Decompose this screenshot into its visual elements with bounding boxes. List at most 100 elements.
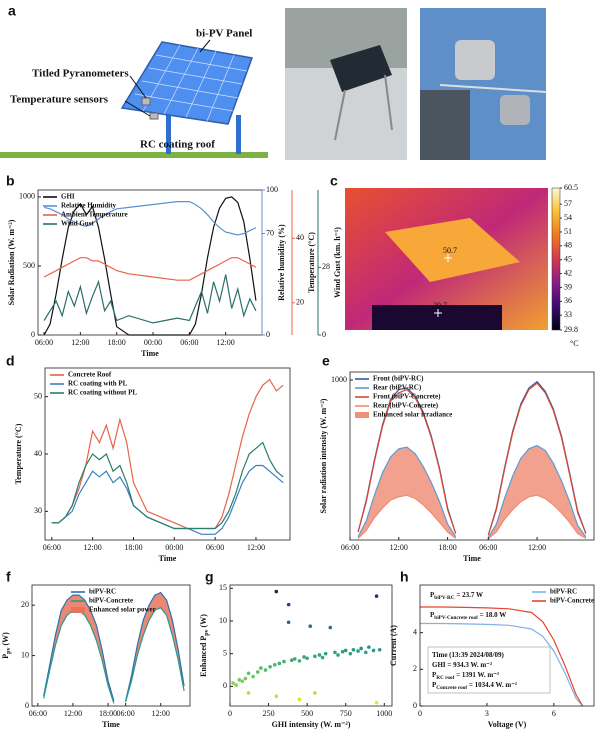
colorbar-tick-label: 60.5: [564, 183, 578, 192]
photo-rail: [439, 84, 547, 93]
annotation: PConcrete roof = 1034.4 W. m⁻²: [432, 681, 517, 692]
pv-panel: [120, 41, 254, 125]
legend-swatch: [71, 607, 85, 613]
legend-label: GHI: [61, 193, 75, 201]
annotation-symbol: P: [430, 591, 435, 599]
x-tick-label: 0: [228, 709, 232, 718]
post: [236, 115, 241, 154]
scatter-point: [313, 654, 317, 659]
y-tick-label: 0: [413, 701, 417, 710]
scatter-point: [371, 648, 376, 653]
scatter-point: [277, 661, 282, 666]
x-tick-label: 3: [485, 709, 489, 718]
legend-swatch: [355, 412, 369, 418]
x-tick-label: 06:00: [43, 543, 61, 552]
fill-area: [43, 595, 114, 704]
annotation: PbiPV-RC = 23.7 W: [430, 591, 483, 602]
line-series: [43, 257, 257, 281]
annotation: GHI = 934.3 W. m⁻²: [432, 661, 492, 669]
x-axis-label: GHI intensity (W. m⁻²): [272, 720, 351, 729]
scatter-point: [343, 648, 348, 653]
y-axis-label-sub: pv: [6, 648, 12, 654]
y3-axis-label: Temperature (°C): [307, 232, 316, 293]
scatter-point: [243, 676, 248, 681]
fill-area: [358, 447, 456, 539]
photo-sensor: [455, 40, 495, 80]
y2-tick-label: 70: [266, 228, 274, 237]
panel-label: b: [6, 173, 15, 189]
scatter-point: [374, 594, 379, 598]
annotation-rest: = 18.0 W: [478, 611, 506, 619]
scatter-point: [359, 646, 363, 651]
x-axis-label: Voltage (V): [488, 720, 527, 729]
y-tick-label: 10: [219, 616, 227, 625]
plot-frame: [229, 584, 393, 707]
scatter-point: [286, 620, 291, 625]
y2-tick-label: 100: [266, 185, 278, 194]
marker-label: 50.7: [443, 246, 457, 255]
y4-axis-label: Wind Gust (km. h⁻¹): [333, 227, 342, 298]
annotation: PbiPV-Concrete roof = 18.0 W: [430, 611, 506, 622]
legend-label: Rear (biPV-RC): [373, 384, 422, 392]
legend-label: Ambient Temperature: [61, 211, 128, 219]
x-axis-label: Time: [141, 349, 159, 358]
scatter-point: [320, 655, 325, 660]
scatter-point: [374, 700, 379, 705]
panel-label: f: [6, 569, 11, 585]
colorbar-tick-label: 39: [564, 282, 572, 291]
line-series: [43, 591, 185, 702]
x-tick-label: 06:00: [341, 543, 359, 552]
x-tick-label: 06:00: [479, 543, 497, 552]
scatter-point: [323, 651, 328, 656]
x-tick-label: 18:00: [108, 338, 126, 347]
x-tick-label: 750: [340, 709, 352, 718]
scatter-point: [297, 697, 302, 702]
y-tick-label: 40: [34, 449, 42, 458]
fill-area: [488, 445, 586, 539]
pointer: [199, 39, 211, 53]
scatter-point: [263, 668, 268, 672]
annotation-text: GHI = 934.3 W. m⁻²: [432, 661, 492, 669]
x-tick-label: 00:00: [144, 338, 162, 347]
label: bi-PV Panel: [196, 28, 252, 40]
pyranometer: [149, 112, 159, 120]
y-tick-label: 50: [34, 391, 42, 400]
y-axis-label-symbol: P: [1, 654, 10, 659]
colorbar-tick-label: 57: [564, 199, 572, 208]
panel-label: c: [330, 173, 338, 189]
panel-label: g: [205, 569, 214, 585]
x-axis-label: Time: [102, 720, 120, 729]
scatter-point: [297, 659, 302, 663]
x-tick-label: 18:00: [438, 543, 456, 552]
scatter-point: [377, 647, 382, 652]
panel-label: e: [322, 353, 330, 369]
legend-label: Concrete Roof: [68, 371, 112, 379]
x-tick-label: 18:00: [99, 709, 117, 718]
x-tick-label: 06:00: [206, 543, 224, 552]
y-axis-label-symbol: Enhanced P: [199, 636, 208, 677]
x-tick-label: 12:00: [217, 338, 235, 347]
photo-panel: [330, 45, 392, 92]
colorbar-unit: °C: [570, 339, 579, 348]
scatter-point: [282, 659, 286, 664]
panel-label: h: [400, 569, 409, 585]
scatter-point: [274, 694, 279, 698]
x-tick-label: 06:00: [180, 338, 198, 347]
annotation-text: Time (13:39 2024/08/09): [432, 651, 504, 659]
legend-label: biPV-Concrete: [89, 597, 133, 605]
y-axis-label: Solar Radiation (W. m⁻²): [7, 219, 16, 305]
x-tick-label: 250: [263, 709, 275, 718]
annotation-symbol: P: [432, 671, 437, 679]
y-axis-label: Ppv (W): [1, 632, 13, 659]
x-tick-label: 12:00: [84, 543, 102, 552]
colorbar-tick-label: 45: [564, 255, 572, 264]
annotation-rest: = 23.7 W: [455, 591, 483, 599]
plot-frame: [349, 371, 595, 541]
panel-label: a: [8, 3, 16, 19]
colorbar-tick-label: 48: [564, 241, 572, 250]
y-tick-label: 500: [23, 261, 35, 270]
scatter-point: [259, 666, 263, 670]
annotation-sub: RC roof: [436, 675, 454, 681]
